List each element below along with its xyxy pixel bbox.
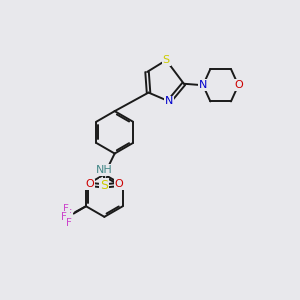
Text: F: F [61, 212, 67, 221]
Text: O: O [85, 179, 94, 190]
Text: O: O [234, 80, 243, 90]
Text: N: N [199, 80, 207, 90]
Text: F: F [66, 209, 72, 220]
Text: S: S [100, 179, 108, 192]
Text: O: O [115, 179, 124, 190]
Text: N: N [165, 96, 173, 106]
Text: F: F [63, 204, 69, 214]
Text: S: S [163, 55, 170, 65]
Text: F: F [66, 218, 72, 228]
Text: NH: NH [96, 165, 113, 175]
